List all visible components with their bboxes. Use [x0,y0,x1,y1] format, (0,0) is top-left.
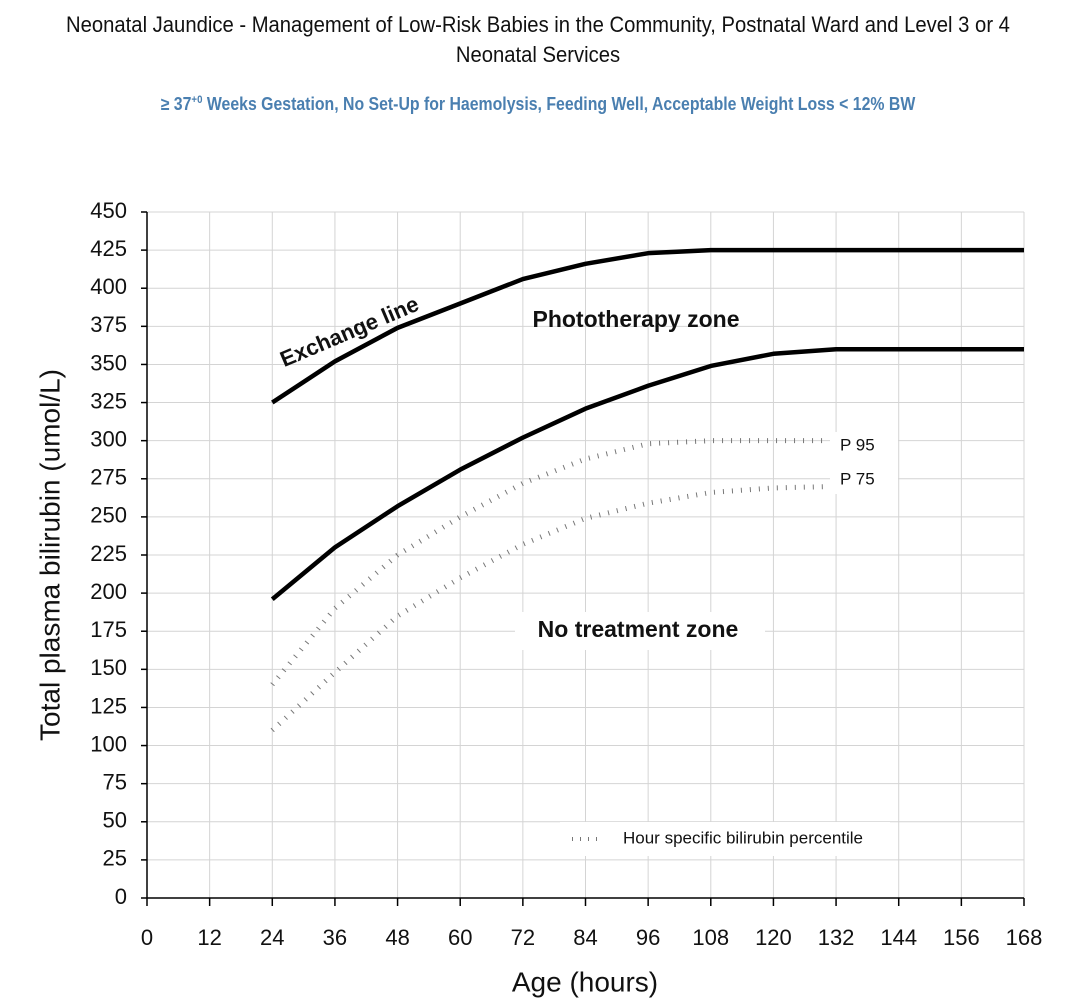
x-tick-label: 168 [1006,925,1043,950]
y-tick-label: 0 [115,884,127,909]
lines [270,247,1024,733]
y-tick-label: 150 [90,655,127,680]
y-tick-label: 375 [90,312,127,337]
x-tick-label: 12 [197,925,221,950]
y-tick-label: 100 [90,731,127,756]
x-tick-label: 60 [448,925,472,950]
x-tick-label: 24 [260,925,284,950]
subtitle-part: Weeks Gestation, No Set-Up for Haemolysi… [202,94,916,114]
y-tick-label: 200 [90,579,127,604]
labels: Exchange line Phototherapy zone No treat… [34,291,898,997]
exchange-line-label: Exchange line [276,291,422,372]
y-tick-label: 175 [90,617,127,642]
x-tick-label: 108 [692,925,729,950]
zone-label: No treatment zone [538,616,739,642]
x-tick-label: 36 [323,925,347,950]
y-axis-label: Total plasma bilirubin (umol/L) [34,369,65,741]
chart-title: Neonatal Jaundice - Management of Low-Ri… [66,12,1010,67]
y-tick-label: 25 [103,846,127,871]
percentile-label: P 75 [840,469,875,488]
y-tick-label: 250 [90,503,127,528]
zone-label-bg [515,612,765,650]
y-tick-label: 275 [90,465,127,490]
y-tick-label: 400 [90,274,127,299]
y-tick-label: 125 [90,693,127,718]
y-tick-label: 300 [90,426,127,451]
x-tick-label: 48 [385,925,409,950]
legend-bg [560,822,890,856]
y-tick-label: 325 [90,388,127,413]
x-tick-label: 132 [818,925,855,950]
x-tick-label: 96 [636,925,660,950]
series-line [270,346,1024,601]
x-axis-label: Age (hours) [512,966,658,997]
x-tick-label: 72 [511,925,535,950]
y-tick-label: 425 [90,236,127,261]
x-tick-label: 0 [141,925,153,950]
subtitle-part: ≥ 37 [160,94,192,114]
zone-label: Phototherapy zone [532,306,739,332]
x-tick-label: 156 [943,925,980,950]
grid: 0 25 50 75 100 125 150 175 200 225 250 275 300 325 350… [90,198,1042,950]
y-tick-label: 450 [90,198,127,223]
series-line [270,483,837,733]
chart-subtitle: ≥ 37+0 Weeks Gestation, No Set-Up for Ha… [65,94,1012,115]
percentile-label-bg [830,432,898,494]
x-tick-label: 84 [573,925,597,950]
y-tick-label: 350 [90,350,127,375]
percentile-label: P 95 [840,435,875,454]
legend-label: Hour specific bilirubin percentile [623,828,863,847]
y-tick-label: 50 [103,808,127,833]
subtitle-superscript: +0 [191,94,203,106]
y-tick-label: 75 [103,769,127,794]
y-tick-label: 225 [90,541,127,566]
x-tick-label: 144 [880,925,917,950]
x-tick-label: 120 [755,925,792,950]
series-line [271,247,1024,405]
